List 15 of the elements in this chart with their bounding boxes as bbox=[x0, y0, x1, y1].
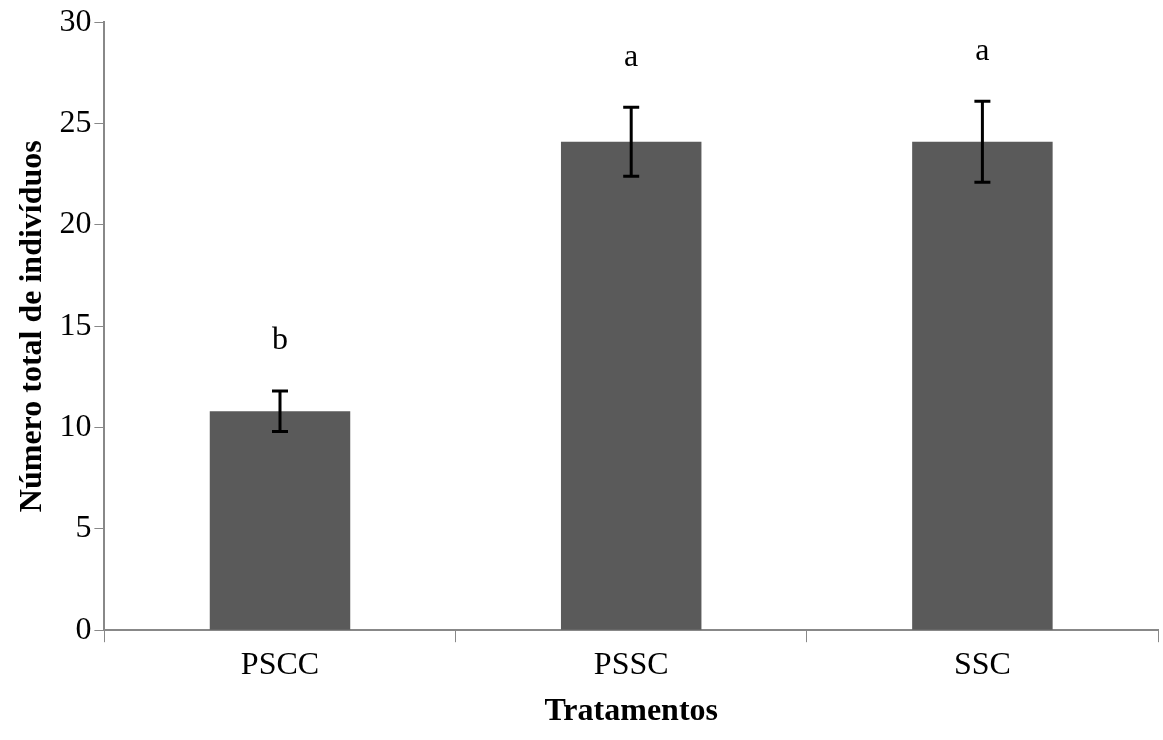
annotation: a bbox=[624, 36, 639, 73]
y-tick-label: 25 bbox=[59, 102, 92, 139]
y-tick-label: 15 bbox=[59, 305, 92, 342]
annotation: b bbox=[272, 320, 288, 357]
y-tick-label: 20 bbox=[59, 204, 92, 241]
y-tick-label: 5 bbox=[75, 508, 92, 545]
x-tick-label: PSCC bbox=[240, 644, 320, 681]
x-tick-label: SSC bbox=[953, 644, 1011, 681]
y-tick-label: 10 bbox=[59, 406, 92, 443]
y-tick-label: 30 bbox=[59, 1, 92, 38]
x-axis-title: Tratamentos bbox=[544, 691, 718, 728]
y-axis-title: Número total de indivíduos bbox=[12, 140, 49, 513]
annotation: a bbox=[975, 30, 990, 67]
x-tick-label: PSSC bbox=[593, 644, 669, 681]
y-tick-label: 0 bbox=[75, 609, 92, 646]
